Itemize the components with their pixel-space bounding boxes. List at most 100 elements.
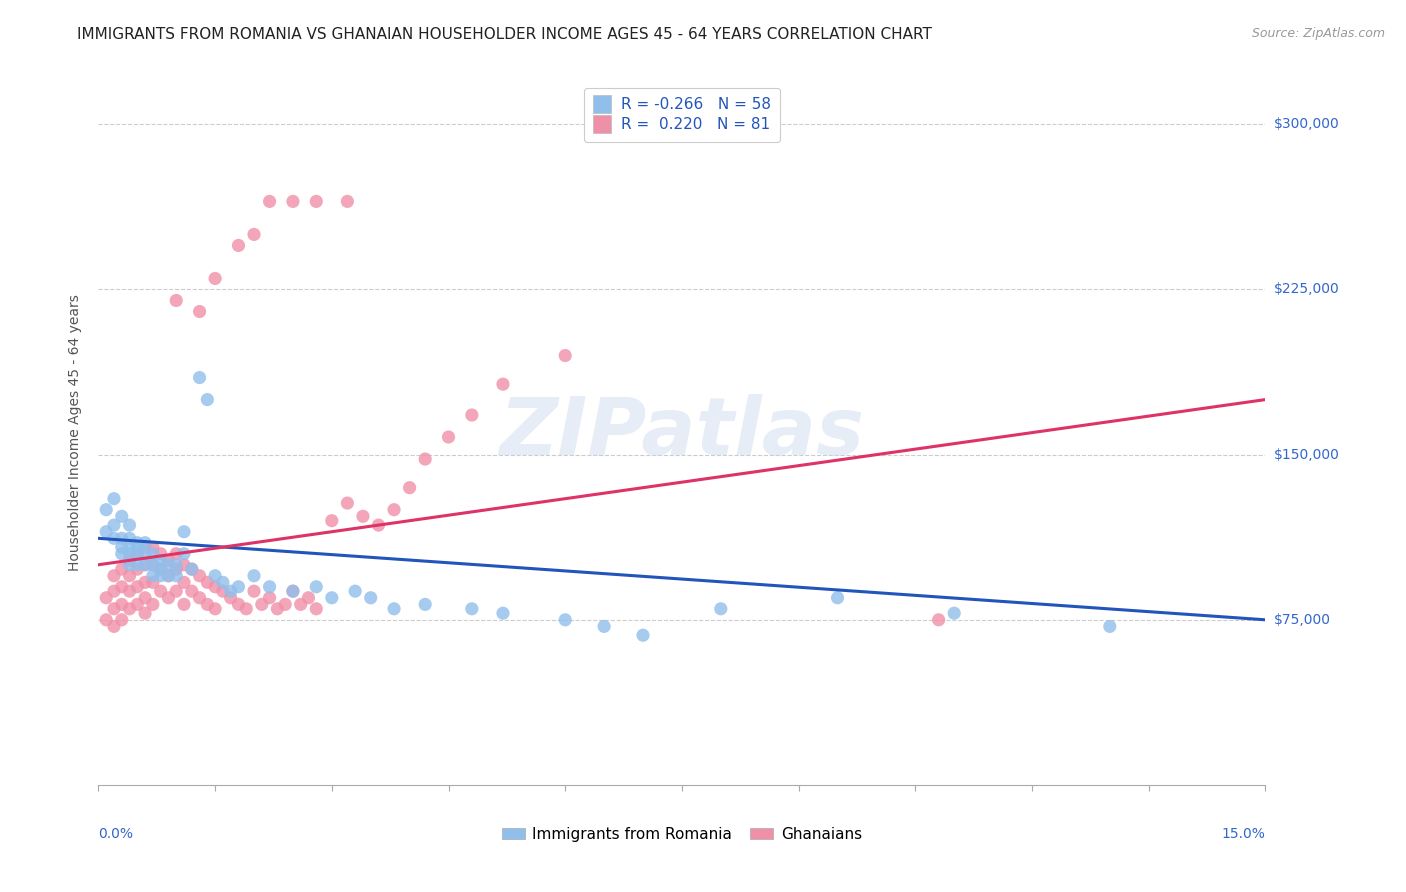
Point	[134, 606, 156, 620]
Point	[321, 514, 343, 528]
Text: Source: ZipAtlas.com: Source: ZipAtlas.com	[1251, 27, 1385, 40]
Point	[212, 584, 235, 599]
Point	[382, 502, 405, 516]
Point	[111, 613, 134, 627]
Point	[118, 584, 141, 599]
Point	[228, 598, 250, 612]
Point	[157, 558, 180, 572]
Point	[134, 540, 156, 554]
Point	[243, 568, 266, 582]
Point	[127, 535, 149, 549]
Point	[344, 584, 367, 599]
Point	[437, 430, 460, 444]
Point	[111, 532, 134, 546]
Point	[134, 575, 156, 590]
Point	[142, 558, 165, 572]
Point	[554, 613, 576, 627]
Point	[461, 408, 484, 422]
Text: ZIPatlas: ZIPatlas	[499, 393, 865, 472]
Point	[281, 584, 304, 599]
Point	[204, 568, 226, 582]
Point	[127, 547, 149, 561]
Point	[157, 553, 180, 567]
Point	[118, 532, 141, 546]
Point	[127, 558, 149, 572]
Point	[165, 562, 187, 576]
Point	[219, 584, 242, 599]
Point	[204, 601, 226, 615]
Point	[554, 349, 576, 363]
Point	[188, 304, 211, 318]
Point	[204, 271, 226, 285]
Point	[96, 613, 118, 627]
Point	[173, 598, 195, 612]
Legend: Immigrants from Romania, Ghanaians: Immigrants from Romania, Ghanaians	[495, 821, 869, 847]
Point	[360, 591, 382, 605]
Point	[195, 392, 218, 407]
Point	[943, 606, 966, 620]
Text: $300,000: $300,000	[1274, 118, 1340, 131]
Point	[461, 601, 484, 615]
Point	[165, 547, 187, 561]
Text: $75,000: $75,000	[1274, 613, 1330, 627]
Point	[96, 502, 118, 516]
Point	[111, 562, 134, 576]
Point	[367, 518, 389, 533]
Point	[96, 591, 118, 605]
Point	[134, 547, 156, 561]
Point	[492, 377, 515, 392]
Point	[928, 613, 950, 627]
Point	[188, 568, 211, 582]
Point	[219, 591, 242, 605]
Point	[212, 575, 235, 590]
Point	[281, 194, 304, 209]
Point	[228, 238, 250, 252]
Point	[165, 584, 187, 599]
Point	[492, 606, 515, 620]
Point	[142, 547, 165, 561]
Point	[352, 509, 374, 524]
Point	[413, 452, 436, 467]
Point	[173, 524, 195, 539]
Point	[593, 619, 616, 633]
Point	[103, 518, 125, 533]
Point	[165, 568, 187, 582]
Point	[134, 535, 156, 549]
Point	[118, 547, 141, 561]
Point	[631, 628, 654, 642]
Point	[195, 575, 218, 590]
Point	[149, 553, 172, 567]
Point	[274, 598, 297, 612]
Point	[228, 580, 250, 594]
Point	[149, 562, 172, 576]
Point	[127, 540, 149, 554]
Point	[204, 580, 226, 594]
Point	[173, 558, 195, 572]
Point	[297, 591, 319, 605]
Point	[134, 558, 156, 572]
Point	[103, 601, 125, 615]
Point	[103, 568, 125, 582]
Point	[103, 619, 125, 633]
Point	[180, 584, 202, 599]
Point	[188, 591, 211, 605]
Point	[103, 532, 125, 546]
Point	[157, 591, 180, 605]
Point	[235, 601, 257, 615]
Point	[243, 584, 266, 599]
Point	[290, 598, 312, 612]
Point	[173, 547, 195, 561]
Point	[111, 540, 134, 554]
Point	[111, 547, 134, 561]
Point	[157, 568, 180, 582]
Point	[173, 575, 195, 590]
Point	[103, 584, 125, 599]
Point	[127, 580, 149, 594]
Text: $150,000: $150,000	[1274, 448, 1340, 462]
Point	[827, 591, 849, 605]
Point	[180, 562, 202, 576]
Point	[321, 591, 343, 605]
Point	[118, 540, 141, 554]
Point	[195, 598, 218, 612]
Point	[382, 601, 405, 615]
